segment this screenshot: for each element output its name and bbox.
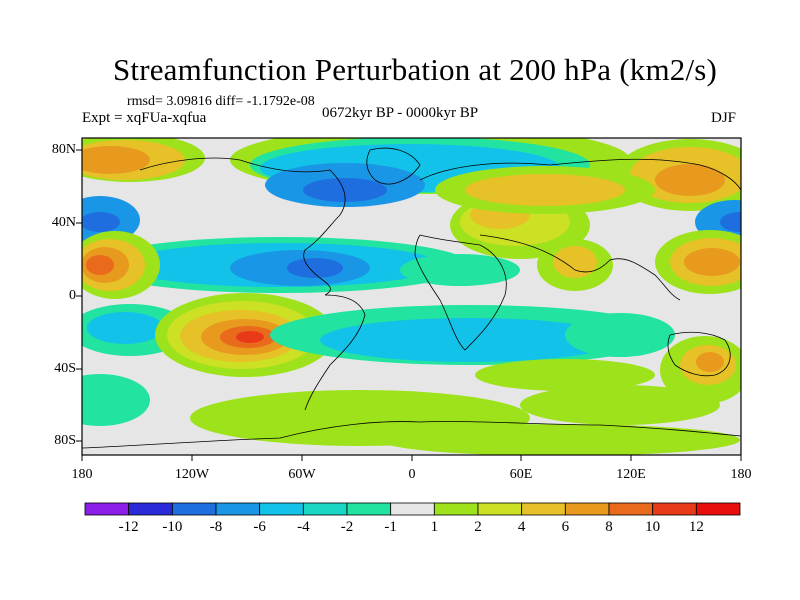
field-band-south [82, 293, 741, 404]
colorbar-box [215, 502, 261, 516]
field-band-north [82, 138, 741, 259]
colorbar-label: 2 [474, 519, 482, 535]
season-label: DJF [711, 110, 737, 126]
colorbar-label: 10 [645, 519, 661, 535]
coastline-africa [414, 234, 507, 351]
coastline-south-america [304, 294, 366, 411]
anomaly-wpac-tropic-orange [684, 248, 740, 276]
field-band-southern-ocean [82, 374, 740, 455]
colorbar-label: 6 [561, 519, 570, 535]
anomaly-hawaii-darkorange [86, 255, 114, 275]
plot-title: Streamfunction Perturbation at 200 hPa (… [112, 52, 718, 87]
anomaly-africa-teal [400, 254, 520, 286]
colorbar-label: 1 [430, 519, 439, 535]
lon-label-180w: 180 [71, 467, 93, 482]
streamfunction-field [82, 138, 741, 455]
coastline-asia-south [479, 234, 681, 301]
lon-label-120w: 120W [174, 467, 210, 482]
colorbar-box [259, 502, 304, 516]
colorbar-box [390, 502, 435, 516]
anomaly-eurasia-yellow [465, 174, 625, 206]
lon-label-0: 0 [408, 467, 416, 482]
colorbar-label: -2 [340, 519, 354, 535]
anomaly-nepac-blue [82, 212, 120, 232]
coastline-north-america [139, 157, 346, 296]
colorbar-label: -6 [253, 519, 266, 535]
anomaly-samerica-red [236, 331, 264, 343]
colorbar-label: -1 [384, 519, 397, 535]
colorbar-label: -4 [297, 519, 310, 535]
colorbar-label: 8 [605, 519, 613, 535]
colorbar-box [346, 502, 392, 516]
anomaly-wpac-blue [720, 212, 741, 232]
colorbar-box [608, 502, 654, 516]
colorbar [84, 502, 741, 516]
lat-label-0: 0 [69, 288, 76, 303]
coastline-eurasia [419, 158, 741, 191]
anomaly-caribbean-blue [287, 258, 343, 278]
colorbar-box [652, 502, 697, 516]
colorbar-box [84, 502, 130, 516]
colorbar-label: -8 [209, 519, 223, 535]
colorbar-box [564, 502, 610, 516]
coastline-australia [667, 331, 731, 377]
lat-label-80s: 80S [54, 433, 76, 448]
colorbar-box [477, 502, 523, 516]
colorbar-label: -12 [118, 519, 139, 535]
lon-label-60w: 60W [288, 467, 316, 482]
colorbar-label: 4 [517, 519, 526, 535]
anomaly-so-west-teal [82, 374, 150, 426]
lon-label-120e: 120E [616, 467, 646, 482]
axis-ticks [76, 149, 742, 461]
anomaly-so-east-green [520, 385, 720, 425]
colorbar-box [433, 502, 479, 516]
anomaly-india-yellow [553, 246, 597, 278]
period-label: 0672kyr BP - 0000kyr BP [322, 105, 479, 121]
anomaly-indian-s-green [475, 359, 655, 391]
lon-label-60e: 60E [509, 467, 533, 482]
coastlines [82, 147, 741, 449]
colorbar-label: 12 [688, 519, 704, 535]
colorbar-box [128, 502, 173, 516]
lat-label-40s: 40S [54, 361, 76, 376]
colorbar-box [521, 502, 566, 516]
coastline-antarctica [82, 421, 741, 449]
rmsd-diff-stats: rmsd= 3.09816 diff= -1.1792e-08 [127, 94, 315, 109]
colorbar-label: -10 [162, 519, 183, 535]
colorbar-box [171, 502, 217, 516]
anomaly-antarctica-green [380, 424, 740, 455]
lat-label-40n: 40N [51, 215, 76, 230]
anomaly-spac-cyan [87, 312, 163, 344]
lon-label-180e: 180 [730, 467, 752, 482]
anomaly-pac-n-orange [82, 146, 150, 174]
colorbar-box [302, 502, 348, 516]
anomaly-indian-teal [565, 313, 675, 357]
colorbar-box [695, 502, 741, 516]
coastline-greenland [366, 147, 421, 185]
field-band-subtropical [82, 196, 741, 299]
anomaly-siberia-orange [655, 164, 725, 196]
anomaly-australia-orange [696, 352, 724, 372]
anomaly-satl-cyan [320, 318, 620, 362]
anomaly-na-blue [303, 178, 387, 202]
experiment-label: Expt = xqFUa-xqfua [82, 110, 207, 126]
lat-label-80n: 80N [51, 142, 76, 157]
